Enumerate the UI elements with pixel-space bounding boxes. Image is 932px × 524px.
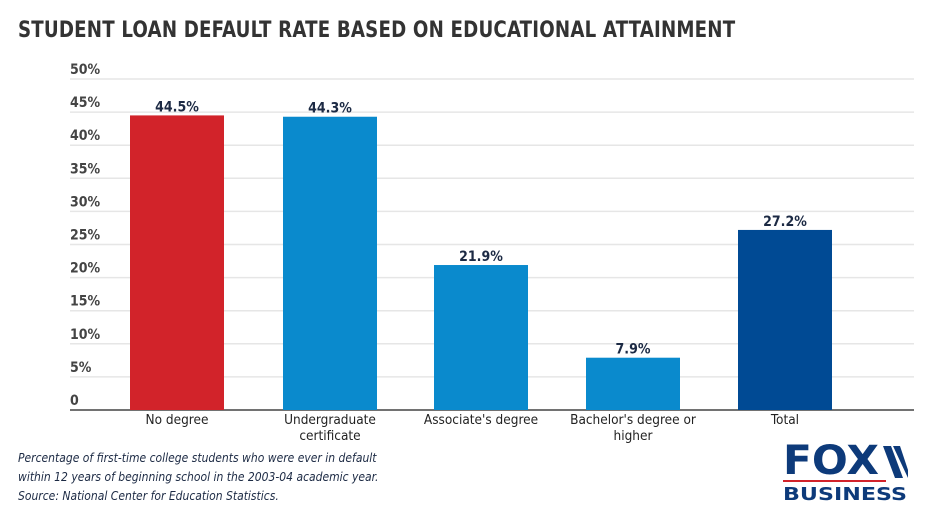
y-tick-label: 40% bbox=[70, 128, 101, 144]
y-tick-label: 15% bbox=[70, 294, 101, 310]
data-label: 44.5% bbox=[155, 99, 199, 115]
x-tick-label: Total bbox=[770, 412, 799, 428]
x-tick-label: Bachelor's degree or bbox=[570, 412, 696, 428]
bar bbox=[434, 265, 528, 410]
y-tick-label: 50% bbox=[70, 62, 101, 78]
x-tick-label: Associate's degree bbox=[424, 412, 538, 428]
y-tick-label: 25% bbox=[70, 228, 101, 244]
footnote-line-2: within 12 years of beginning school in t… bbox=[18, 470, 379, 484]
bar bbox=[130, 115, 224, 410]
bar bbox=[283, 116, 377, 410]
y-tick-label: 10% bbox=[70, 327, 101, 343]
footnote-line-1: Percentage of first-time college student… bbox=[18, 451, 377, 465]
data-label: 44.3% bbox=[308, 101, 352, 117]
y-tick-label: 35% bbox=[70, 161, 101, 177]
svg-text:FOX: FOX bbox=[783, 440, 879, 484]
fox-business-logo: FOX BUSINESS bbox=[783, 440, 908, 502]
bar bbox=[738, 229, 832, 410]
data-label: 21.9% bbox=[459, 249, 503, 265]
y-tick-label: 5% bbox=[70, 360, 92, 376]
bar bbox=[586, 357, 680, 410]
x-tick-label: certificate bbox=[299, 428, 360, 444]
y-tick-label: 30% bbox=[70, 194, 101, 210]
y-tick-label: 45% bbox=[70, 95, 101, 111]
x-tick-label: No degree bbox=[146, 412, 209, 428]
x-tick-label: higher bbox=[614, 428, 653, 444]
x-tick-label: Undergraduate bbox=[284, 412, 376, 428]
y-tick-label: 0 bbox=[70, 393, 79, 409]
y-tick-label: 20% bbox=[70, 261, 101, 277]
data-label: 7.9% bbox=[616, 342, 651, 358]
data-label: 27.2% bbox=[763, 214, 807, 230]
svg-text:BUSINESS: BUSINESS bbox=[783, 484, 907, 502]
footnote-source: Source: National Center for Education St… bbox=[18, 489, 279, 503]
bar-chart: 0 5% 10% 15% 20% 25% 30% 35% 40% 45% 50% 44.5% No de… bbox=[70, 62, 914, 444]
chart-title: STUDENT LOAN DEFAULT RATE BASED ON EDUCA… bbox=[18, 18, 736, 43]
